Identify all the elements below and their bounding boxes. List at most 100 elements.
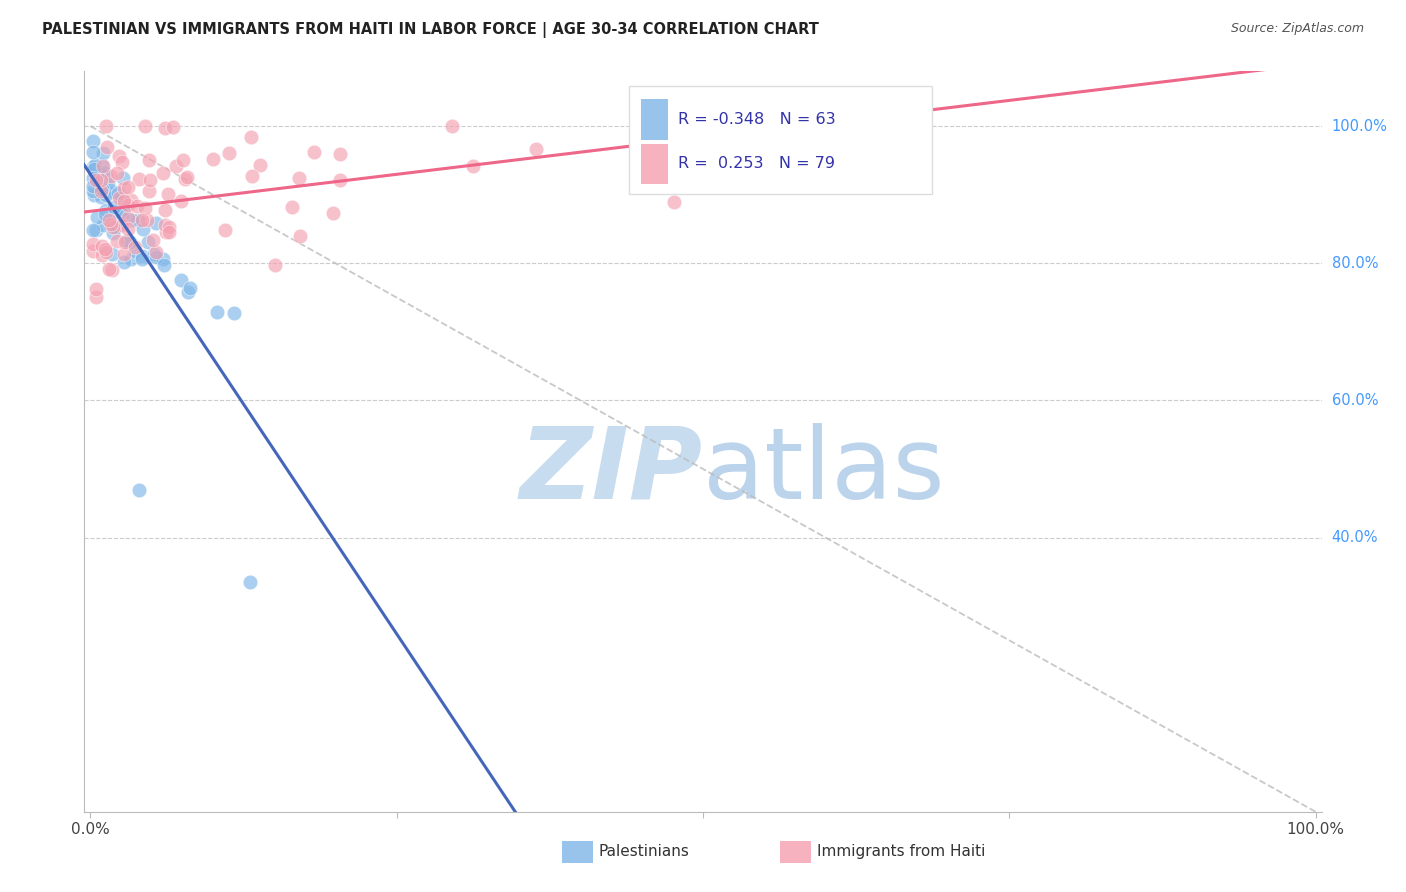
Point: [280, 200, 302, 214]
Point: [114, 235, 136, 250]
Point: [461, 159, 484, 173]
Point: [98, 261, 121, 276]
Point: [83, 188, 105, 202]
Point: [117, 180, 139, 194]
Point: [120, 194, 142, 208]
Point: [112, 247, 135, 261]
Point: [94, 242, 117, 256]
Text: Immigrants from Haiti: Immigrants from Haiti: [817, 845, 986, 859]
Point: [82, 145, 104, 159]
Point: [153, 120, 176, 135]
Bar: [628, 87, 932, 194]
Point: [131, 252, 153, 267]
Text: 40.0%: 40.0%: [1331, 530, 1378, 545]
Text: PALESTINIAN VS IMMIGRANTS FROM HAITI IN LABOR FORCE | AGE 30-34 CORRELATION CHAR: PALESTINIAN VS IMMIGRANTS FROM HAITI IN …: [42, 22, 820, 38]
Point: [664, 194, 686, 209]
Point: [152, 166, 174, 180]
Point: [131, 213, 153, 227]
Point: [82, 178, 104, 193]
Point: [105, 234, 128, 248]
Point: [288, 228, 311, 243]
Point: [127, 212, 149, 227]
Point: [104, 219, 127, 234]
Text: 80.0%: 80.0%: [1331, 256, 1378, 271]
Point: [121, 213, 143, 227]
Point: [100, 217, 122, 231]
Point: [96, 185, 118, 199]
Point: [82, 223, 104, 237]
Point: [138, 173, 160, 187]
Point: [287, 170, 309, 185]
Point: [118, 235, 141, 249]
Bar: [641, 99, 668, 140]
Point: [218, 146, 240, 161]
Point: [90, 167, 112, 181]
Point: [127, 199, 149, 213]
Point: [329, 147, 352, 161]
Point: [84, 282, 107, 296]
Point: [112, 171, 135, 186]
Point: [145, 215, 167, 229]
Point: [329, 173, 352, 187]
Point: [128, 483, 150, 497]
Point: [124, 240, 146, 254]
Point: [111, 207, 134, 221]
Point: [83, 161, 105, 176]
Point: [157, 219, 180, 234]
Point: [101, 247, 124, 261]
Point: [82, 170, 104, 185]
Point: [111, 191, 134, 205]
Point: [240, 169, 263, 184]
Point: [263, 258, 285, 272]
Point: [524, 142, 547, 156]
Point: [153, 203, 176, 218]
Point: [145, 250, 167, 264]
Point: [172, 153, 194, 168]
Text: Palestinians: Palestinians: [599, 845, 690, 859]
Text: R = -0.348   N = 63: R = -0.348 N = 63: [678, 112, 837, 127]
Text: ZIP: ZIP: [520, 423, 703, 520]
Text: atlas: atlas: [703, 423, 945, 520]
Point: [86, 210, 108, 224]
Point: [153, 219, 176, 233]
Point: [91, 159, 114, 173]
Point: [112, 181, 135, 195]
Point: [91, 182, 114, 196]
Point: [249, 158, 271, 172]
Point: [91, 145, 114, 160]
Text: Source: ZipAtlas.com: Source: ZipAtlas.com: [1230, 22, 1364, 36]
Point: [107, 191, 129, 205]
Point: [111, 154, 134, 169]
Point: [138, 153, 160, 167]
Point: [90, 184, 112, 198]
Point: [176, 170, 198, 185]
Point: [90, 248, 112, 262]
Point: [82, 161, 104, 175]
Point: [82, 184, 104, 198]
Point: [103, 219, 125, 234]
Point: [142, 246, 165, 260]
Point: [90, 190, 112, 204]
Point: [155, 225, 177, 239]
Point: [128, 171, 150, 186]
Point: [93, 207, 115, 221]
Point: [94, 119, 117, 133]
Point: [239, 575, 262, 590]
Point: [135, 213, 157, 227]
Point: [103, 204, 125, 219]
Point: [173, 171, 195, 186]
Point: [94, 203, 117, 218]
Point: [84, 158, 107, 172]
Point: [103, 226, 125, 240]
Point: [131, 222, 153, 236]
Point: [117, 198, 139, 212]
Point: [94, 178, 117, 192]
Point: [101, 262, 124, 277]
Point: [214, 222, 236, 236]
Point: [202, 152, 225, 166]
Point: [89, 176, 111, 190]
Bar: [641, 144, 668, 185]
Point: [107, 186, 129, 200]
Point: [138, 184, 160, 198]
Point: [134, 201, 156, 215]
